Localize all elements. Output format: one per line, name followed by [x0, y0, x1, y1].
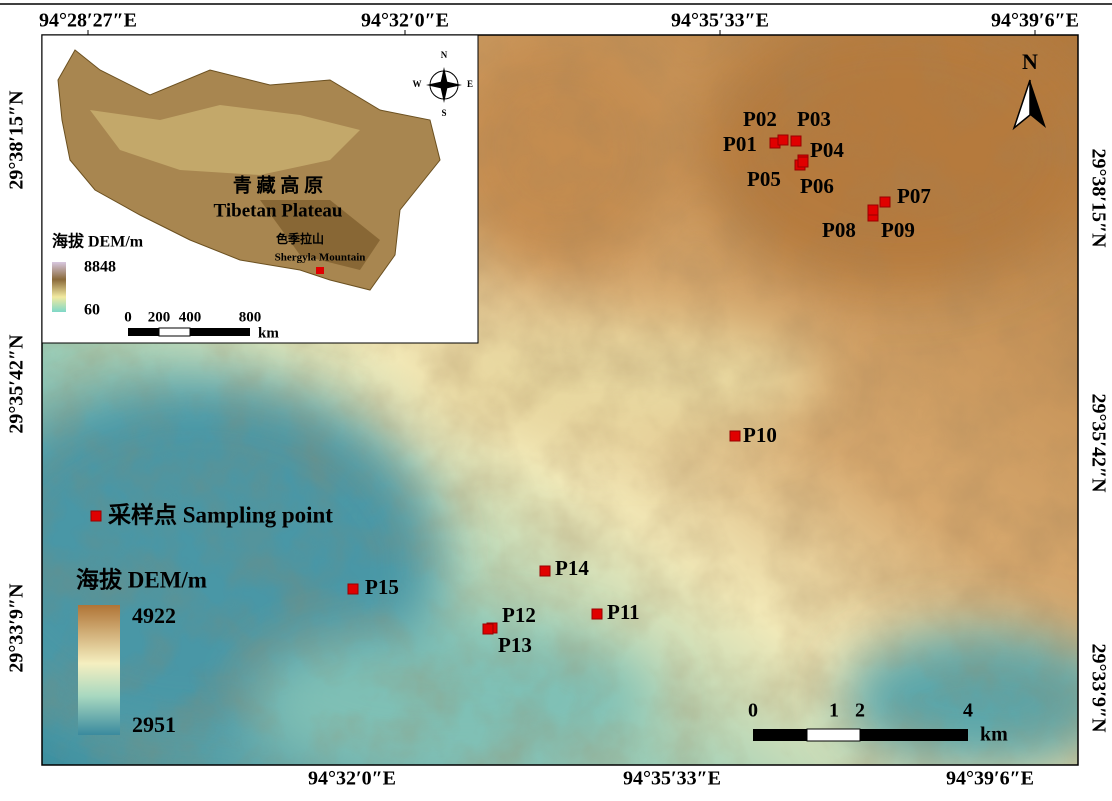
- sampling-point: [791, 136, 801, 146]
- sampling-point: [348, 584, 358, 594]
- point-label: P05: [747, 167, 781, 191]
- inset-scale-label: 400: [179, 309, 202, 325]
- point-label: P12: [502, 603, 536, 627]
- left-coord: 29°38′15″N: [6, 90, 28, 190]
- top-coord: 94°28′27″E: [39, 10, 137, 32]
- inset-title-en: Tibetan Plateau: [214, 200, 343, 221]
- inset-site-cn: 色季拉山: [276, 231, 324, 246]
- point-label: P06: [800, 174, 834, 198]
- sampling-point: [540, 566, 550, 576]
- left-coord: 29°35′42″N: [6, 334, 28, 434]
- legend-dem-min: 2951: [132, 712, 176, 737]
- bottom-coord: 94°32′0″E: [308, 768, 396, 790]
- dem-ramp: [78, 605, 120, 735]
- bottom-coord: 94°39′6″E: [946, 768, 1034, 790]
- sampling-point: [483, 624, 493, 634]
- inset-site-en: Shergyla Mountain: [275, 252, 366, 264]
- inset-scale-label: 0: [124, 309, 132, 325]
- scale-label: 0: [748, 700, 758, 722]
- north-label: N: [1022, 49, 1038, 74]
- scale-label: 1: [829, 700, 839, 722]
- legend-point-symbol: [91, 511, 101, 521]
- right-coord: 29°38′15″N: [1087, 148, 1109, 248]
- scale-label: 4: [963, 700, 973, 722]
- inset-legend-max: 8848: [84, 259, 116, 276]
- left-coord: 29°33′9″N: [6, 583, 28, 673]
- legend-dem-max: 4922: [132, 603, 176, 628]
- point-label: P14: [555, 556, 589, 580]
- point-label: P03: [797, 107, 831, 131]
- inset-compass-label: E: [467, 79, 473, 89]
- inset-compass-label: W: [413, 79, 422, 89]
- right-coord: 29°35′42″N: [1087, 393, 1109, 493]
- top-coord: 94°39′6″E: [991, 10, 1079, 32]
- point-label: P09: [881, 218, 915, 242]
- inset-compass-label: N: [441, 50, 448, 60]
- inset-title-cn: 青 藏 高 原: [233, 173, 323, 196]
- point-label: P13: [498, 633, 532, 657]
- legend-dem-title: 海拔 DEM/m: [76, 566, 207, 592]
- map: 94°28′27″E 94°32′0″E 94°35′33″E 94°39′6″E 94…: [0, 0, 1112, 796]
- top-coord: 94°32′0″E: [361, 10, 449, 32]
- point-label: P01: [723, 132, 757, 156]
- legend-point-label: 采样点 Sampling point: [108, 501, 333, 527]
- point-label: P10: [743, 423, 777, 447]
- inset-scale-label: 800: [239, 309, 262, 325]
- point-label: P11: [607, 600, 640, 624]
- inset-scale-label: 200: [148, 309, 171, 325]
- sampling-point: [730, 431, 740, 441]
- point-label: P07: [897, 184, 931, 208]
- scale-label: 2: [855, 700, 865, 722]
- point-label: P08: [822, 218, 856, 242]
- sampling-point: [868, 205, 878, 215]
- sampling-point: [798, 157, 808, 167]
- right-coord: 29°33′9″N: [1087, 643, 1109, 733]
- point-label: P04: [810, 138, 844, 162]
- sampling-point: [778, 135, 788, 145]
- inset-compass-label: S: [441, 108, 446, 118]
- scale-unit: km: [980, 724, 1008, 746]
- inset-legend-title: 海拔 DEM/m: [52, 232, 144, 251]
- sampling-point: [592, 609, 602, 619]
- point-label: P15: [365, 575, 399, 599]
- sampling-point: [880, 197, 890, 207]
- scale-bar: [753, 729, 968, 741]
- point-label: P02: [743, 107, 777, 131]
- top-coord: 94°35′33″E: [671, 10, 769, 32]
- inset-legend-min: 60: [84, 302, 100, 319]
- bottom-coord: 94°35′33″E: [623, 768, 721, 790]
- inset-scale-unit: km: [258, 325, 279, 341]
